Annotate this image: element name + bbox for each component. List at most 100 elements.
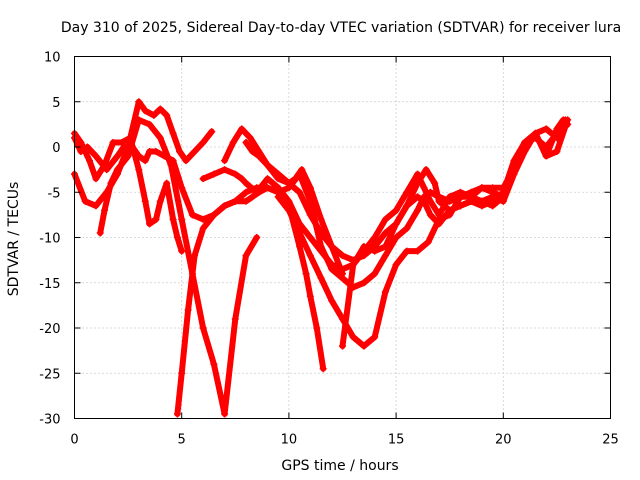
data-point <box>156 105 164 113</box>
data-point <box>349 333 357 341</box>
data-point <box>184 306 192 314</box>
chart-title: Day 310 of 2025, Sidereal Day-to-day VTE… <box>61 20 621 36</box>
data-point <box>141 107 149 115</box>
data-point <box>489 197 497 205</box>
y-tick-label: -30 <box>39 413 60 428</box>
data-point <box>253 234 261 241</box>
data-point <box>306 292 314 300</box>
data-point <box>199 224 207 232</box>
data-point <box>96 229 104 237</box>
data-point <box>246 134 254 142</box>
data-point <box>542 152 550 160</box>
data-point <box>426 197 434 205</box>
data-point <box>296 229 304 237</box>
data-point <box>414 247 422 255</box>
data-point <box>371 270 379 278</box>
data-point <box>296 188 304 196</box>
data-point <box>381 229 389 237</box>
x-tick-label: 5 <box>178 433 186 448</box>
data-point <box>360 243 368 251</box>
data-point <box>371 333 379 341</box>
data-point <box>422 166 430 174</box>
series-10-markers <box>339 120 572 350</box>
x-tick-label: 20 <box>495 433 512 448</box>
x-tick-label: 25 <box>602 433 619 448</box>
data-point <box>135 166 143 174</box>
data-point <box>221 157 229 165</box>
data-point <box>199 138 207 146</box>
data-point <box>178 247 186 255</box>
data-point <box>263 184 271 192</box>
y-tick-label: 0 <box>52 141 60 156</box>
data-point <box>285 206 293 214</box>
data-point <box>339 252 346 260</box>
data-point <box>456 202 464 210</box>
data-point <box>103 166 111 174</box>
data-point <box>403 202 411 210</box>
data-point <box>163 179 171 187</box>
data-point <box>191 148 199 156</box>
data-point <box>542 143 550 151</box>
data-point <box>221 166 229 174</box>
data-point <box>553 129 561 137</box>
data-point <box>306 211 314 219</box>
series-layer <box>71 98 572 418</box>
data-point <box>298 166 306 174</box>
data-point <box>420 197 428 205</box>
x-tick-label: 0 <box>70 433 78 448</box>
data-point <box>426 211 434 219</box>
data-point <box>328 261 336 269</box>
data-point <box>403 247 411 255</box>
data-point <box>306 234 314 241</box>
data-point <box>238 125 246 133</box>
data-point <box>521 138 529 146</box>
data-point <box>371 247 379 255</box>
data-point <box>349 261 357 269</box>
data-point <box>392 206 400 214</box>
series-8-band <box>243 139 346 277</box>
data-point <box>210 211 218 219</box>
data-point <box>510 157 518 165</box>
data-point <box>499 188 507 196</box>
data-point <box>317 215 325 223</box>
data-point <box>553 148 561 156</box>
data-point <box>319 365 327 373</box>
data-point <box>113 152 121 160</box>
data-point <box>296 243 304 251</box>
data-point <box>146 148 154 156</box>
data-point <box>178 369 186 377</box>
y-tick-label: 10 <box>44 51 61 66</box>
data-point <box>531 134 539 142</box>
x-tick-label: 10 <box>281 433 298 448</box>
y-tick-label: -20 <box>39 322 60 337</box>
data-point <box>489 184 497 192</box>
data-point <box>124 152 132 160</box>
data-point <box>328 297 336 305</box>
y-tick-label: -25 <box>39 367 60 382</box>
data-point <box>403 188 411 196</box>
data-point <box>208 128 216 136</box>
data-point <box>381 288 389 296</box>
data-point <box>210 360 218 368</box>
data-point <box>191 252 199 260</box>
data-point <box>253 188 261 196</box>
data-point <box>242 138 250 146</box>
data-point <box>392 220 400 228</box>
axis-ticks: 0 5 10 15 20 25 -30 -25 -20 -15 -10 -5 0 5 10 <box>39 51 619 448</box>
data-point <box>339 270 346 278</box>
data-point <box>478 202 486 210</box>
data-point <box>317 274 325 282</box>
x-tick-label: 15 <box>388 433 405 448</box>
data-point <box>467 197 475 205</box>
data-point <box>559 116 567 124</box>
data-point <box>435 197 443 205</box>
data-point <box>302 270 310 278</box>
data-point <box>306 252 314 260</box>
data-point <box>414 179 422 187</box>
data-point <box>188 211 196 219</box>
data-point <box>381 215 389 223</box>
data-point <box>83 143 91 151</box>
data-point <box>146 220 154 228</box>
data-point <box>285 179 293 187</box>
